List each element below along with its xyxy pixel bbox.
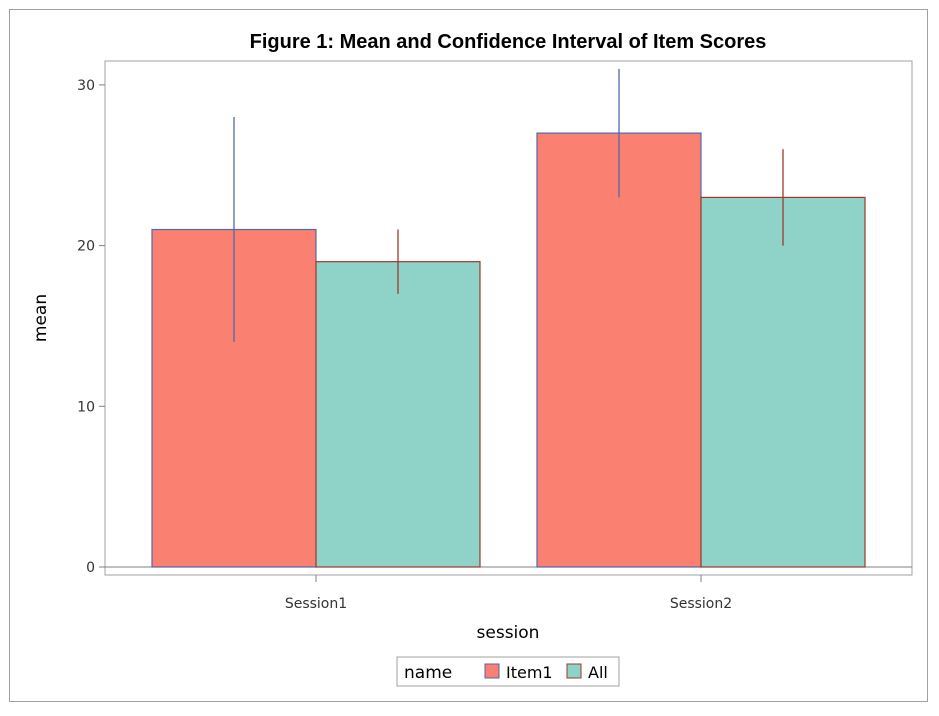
bar-all-session2 (700, 196, 866, 568)
legend-box (396, 656, 620, 687)
x-axis: Session1 Session2 (285, 575, 732, 612)
legend-swatch-all (566, 663, 582, 679)
chart-title: Figure 1: Mean and Confidence Interval o… (250, 31, 767, 53)
bar-all-session1 (315, 261, 481, 568)
legend-label-all: All (588, 663, 608, 682)
y-tick-label: 30 (77, 78, 95, 94)
error-bars (233, 68, 784, 343)
plot-area (104, 60, 913, 576)
legend-label-item1: Item1 (506, 663, 553, 682)
y-tick-label: 10 (77, 399, 95, 415)
x-tick-label: Session1 (285, 596, 347, 612)
legend: name Item1 All (396, 656, 620, 687)
y-axis-label: mean (31, 294, 51, 342)
y-tick-label: 20 (77, 239, 95, 255)
legend-swatch-item1 (484, 663, 500, 679)
bars (151, 132, 866, 568)
bar-item1-session2 (536, 132, 702, 568)
x-axis-label: session (477, 623, 540, 643)
y-tick-label: 0 (86, 560, 95, 576)
x-tick-label: Session2 (670, 596, 732, 612)
legend-title: name (404, 663, 452, 683)
